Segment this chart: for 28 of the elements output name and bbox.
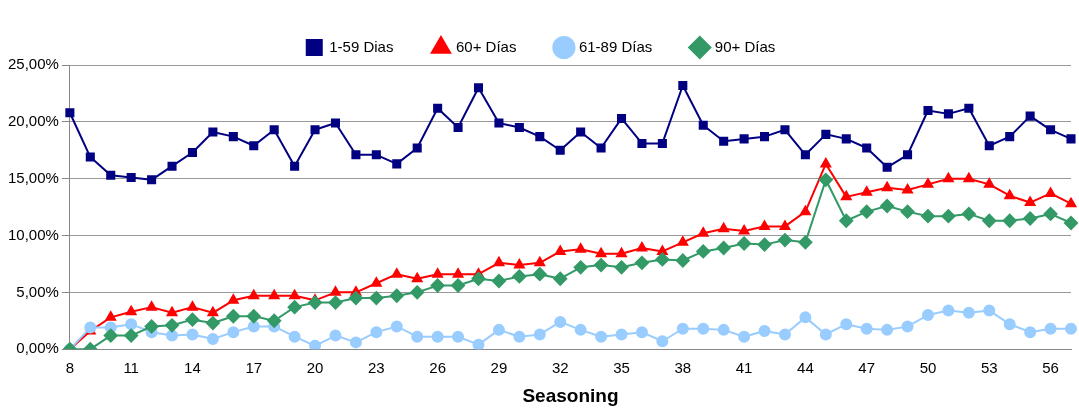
x-tick-label: 20 [306,359,324,377]
x-tick-label: 11 [123,359,139,377]
legend-label: 61-89 Días [578,37,653,55]
y-tick-label: 25,00% [8,55,59,73]
x-tick-label: 32 [551,359,569,377]
x-tick-label: 8 [65,359,75,377]
x-tick-label: 14 [184,359,201,377]
x-tick-label: 29 [490,359,508,377]
x-tick-label: 35 [613,359,630,377]
y-tick-label: 0,00% [16,339,59,357]
x-tick-label: 53 [980,359,998,377]
x-tick-label: 41 [735,359,753,377]
x-tick-label: 38 [674,359,692,377]
x-tick-label: 50 [919,359,937,377]
x-tick-label: 26 [429,359,446,377]
legend-label: 90+ Días [714,37,776,55]
x-tick-label: 23 [368,359,385,377]
x-tick-label: 44 [797,359,814,377]
legend-label: 60+ Días [455,37,517,55]
x-axis-title: Seasoning [522,384,619,406]
x-tick-label: 56 [1042,359,1059,377]
x-tick-label: 17 [245,359,263,377]
y-tick-label: 15,00% [8,168,59,186]
y-tick-label: 20,00% [8,111,59,129]
legend-label: 1-59 Dias [329,37,394,55]
y-tick-label: 10,00% [8,225,59,243]
x-tick-label: 47 [858,359,876,377]
y-tick-label: 5,00% [16,282,59,300]
